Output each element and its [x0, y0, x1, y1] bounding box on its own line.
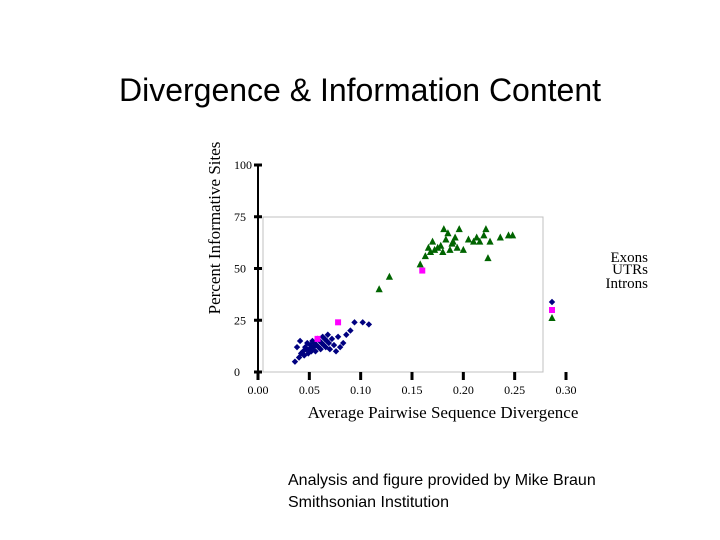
x-tick-label: 0.15 — [402, 383, 423, 397]
data-point-introns — [428, 237, 437, 245]
data-point-exons — [359, 319, 366, 326]
data-point-introns — [482, 225, 490, 233]
data-point-introns — [442, 235, 450, 243]
data-point-introns — [434, 243, 442, 251]
data-point-exons — [291, 358, 299, 365]
data-point-introns — [421, 252, 429, 260]
data-point-introns — [509, 231, 517, 239]
y-tick-label: 75 — [234, 210, 246, 224]
credit-block: Analysis and figure provided by Mike Bra… — [288, 470, 596, 514]
legend-marker-introns — [548, 314, 556, 321]
data-point-exons — [332, 348, 340, 355]
tick-labels: 0 25 50 75 100 0.00 0.05 0.10 0.15 0.20 0.25 0.30 — [234, 158, 577, 397]
data-point-exons — [347, 327, 354, 334]
data-point-introns — [486, 237, 494, 245]
y-tick-label: 50 — [234, 262, 246, 276]
data-point-introns — [430, 245, 439, 253]
x-tick-label: 0.10 — [350, 383, 371, 397]
data-point-introns — [464, 235, 473, 243]
plot-area-frame — [262, 216, 544, 373]
data-point-exons — [293, 343, 301, 351]
data-point-introns — [473, 233, 481, 241]
data-point-exons — [296, 337, 304, 345]
y-tick-label: 25 — [234, 313, 246, 327]
x-tick-label: 0.20 — [453, 383, 474, 397]
axes — [254, 163, 568, 380]
credit-line-1: Analysis and figure provided by Mike Bra… — [288, 472, 596, 489]
legend-marker-utrs — [549, 307, 555, 313]
x-tick-label: 0.25 — [504, 383, 525, 397]
x-tick-label: 0.30 — [556, 383, 577, 397]
data-points — [291, 225, 517, 365]
data-point-introns — [484, 254, 492, 262]
data-point-exons — [328, 335, 336, 343]
data-point-introns — [496, 233, 504, 241]
credit-line-2: Smithsonian Institution — [288, 494, 449, 511]
data-point-introns — [453, 243, 461, 251]
y-axis-label: Percent Informative Sites — [205, 142, 224, 315]
data-point-introns — [426, 247, 435, 255]
data-point-utrs — [419, 267, 426, 274]
data-point-introns — [437, 241, 445, 249]
data-point-exons — [317, 346, 324, 353]
data-point-utrs — [335, 319, 342, 326]
y-tick-label: 0 — [234, 365, 240, 379]
data-point-exons — [324, 331, 332, 338]
y-tick-label: 100 — [234, 158, 252, 172]
data-point-exons — [343, 331, 350, 338]
data-point-introns — [439, 247, 447, 255]
legend-marker-exons — [548, 298, 556, 306]
data-point-exons — [365, 321, 373, 328]
x-tick-label: 0.00 — [248, 383, 269, 397]
chart-title: Divergence & Information Content — [118, 72, 602, 108]
data-point-introns — [455, 225, 463, 233]
data-point-introns — [385, 272, 394, 280]
data-point-introns — [449, 237, 457, 245]
data-point-exons — [334, 333, 342, 341]
data-point-introns — [459, 245, 467, 253]
legend-label-exons: Exons — [611, 250, 649, 266]
legend-label-utrs: UTRs — [612, 262, 648, 278]
data-point-exons — [340, 339, 347, 347]
data-point-introns — [416, 260, 424, 268]
data-point-utrs — [314, 335, 321, 342]
x-axis-label: Average Pairwise Sequence Divergence — [308, 403, 579, 422]
data-point-introns — [470, 237, 478, 245]
data-point-introns — [480, 231, 488, 239]
x-tick-label: 0.05 — [299, 383, 320, 397]
data-point-exons — [330, 341, 338, 349]
data-point-exons — [312, 348, 319, 355]
data-point-introns — [444, 229, 452, 237]
data-point-exons — [326, 346, 334, 353]
data-point-exons — [351, 319, 358, 326]
data-point-introns — [476, 237, 484, 245]
data-point-introns — [375, 285, 383, 293]
data-point-exons — [336, 343, 344, 351]
data-point-introns — [440, 225, 448, 233]
legend-label-introns: Introns — [606, 276, 649, 292]
data-point-exons — [325, 339, 333, 347]
data-point-introns — [446, 245, 454, 253]
